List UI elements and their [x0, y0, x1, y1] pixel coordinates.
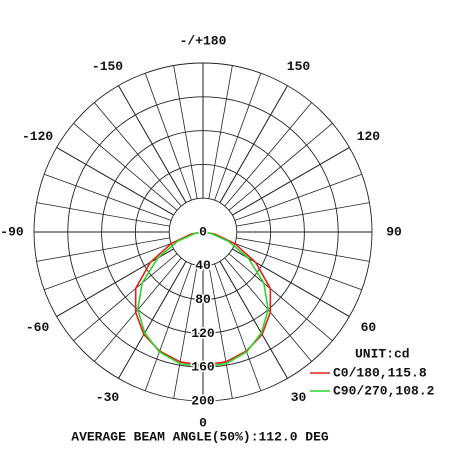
angle-label: -60: [26, 320, 50, 335]
angle-grid: [232, 147, 350, 216]
angle-label: -30: [96, 390, 120, 405]
angle-grid: [56, 147, 174, 216]
angle-label: 0: [199, 415, 207, 430]
angle-label: -120: [22, 129, 53, 144]
radial-label: 40: [195, 258, 211, 273]
angle-label: 90: [386, 224, 402, 239]
angle-label: 150: [287, 59, 311, 74]
radial-label: 160: [191, 360, 215, 375]
radial-label: 120: [191, 326, 215, 341]
angle-grid: [219, 85, 288, 203]
angle-grid: [56, 248, 174, 317]
angle-grid: [232, 248, 350, 317]
footer: AVERAGE BEAM ANGLE(50%):112.0 DEG: [71, 429, 329, 444]
angle-label: -90: [0, 224, 24, 239]
legend-label: C0/180,115.8: [333, 365, 427, 380]
angle-label: -/+180: [180, 33, 227, 48]
radial-label: 0: [199, 224, 207, 239]
angle-grid: [118, 85, 187, 203]
radial-label: 200: [191, 393, 215, 408]
angle-label: -150: [92, 59, 123, 74]
angle-label: 120: [357, 129, 381, 144]
radial-label: 80: [195, 292, 211, 307]
angle-label: 30: [291, 390, 307, 405]
angle-grid: [219, 261, 288, 379]
legend-label: C90/270,108.2: [333, 383, 435, 398]
angle-grid: [118, 261, 187, 379]
angle-label: 60: [361, 320, 377, 335]
intensity-curve: [134, 231, 272, 367]
intensity-curve: [137, 231, 269, 369]
unit-label: UNIT:cd: [355, 346, 410, 361]
